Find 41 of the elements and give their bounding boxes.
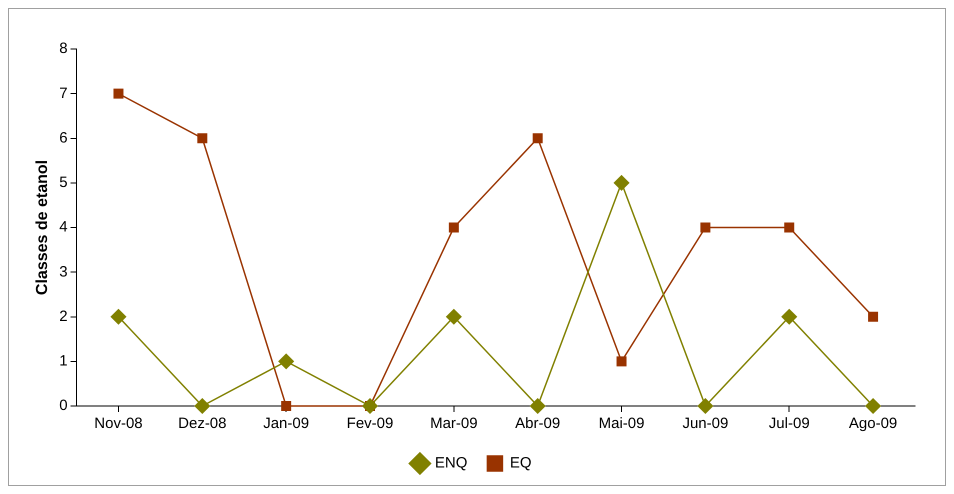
y-axis-title: Classes de etanol xyxy=(34,160,52,296)
point xyxy=(868,312,878,322)
point xyxy=(281,401,292,411)
y-tick-label: 0 xyxy=(59,397,68,414)
y-tick-label: 1 xyxy=(59,352,68,370)
point xyxy=(530,398,546,414)
legend-label: EQ xyxy=(510,454,532,472)
y-tick-label: 6 xyxy=(59,129,68,146)
y-tick-label: 3 xyxy=(59,263,68,280)
point xyxy=(446,309,462,324)
x-tick-label: Jan-09 xyxy=(263,415,310,432)
point xyxy=(362,398,378,414)
point xyxy=(532,133,543,144)
x-tick-label: Jun-09 xyxy=(682,415,728,432)
point xyxy=(278,354,294,370)
y-tick-label: 8 xyxy=(59,40,68,58)
point xyxy=(614,175,630,191)
point xyxy=(448,222,459,232)
point xyxy=(113,88,124,99)
x-tick-label: Mar-09 xyxy=(430,415,478,432)
point xyxy=(781,309,797,324)
y-tick-label: 4 xyxy=(59,218,68,236)
x-tick-label: Mai-09 xyxy=(598,415,644,432)
point xyxy=(784,222,794,232)
y-tick-label: 2 xyxy=(59,308,68,325)
x-tick-label: Jul-09 xyxy=(768,415,810,432)
y-tick-label: 7 xyxy=(59,84,68,102)
legend-label: ENQ xyxy=(434,454,468,472)
point xyxy=(700,222,710,232)
point xyxy=(865,398,881,414)
x-tick-label: Nov-08 xyxy=(94,415,143,432)
y-tick-label: 5 xyxy=(59,174,68,192)
x-tick-label: Fev-09 xyxy=(346,415,394,432)
point xyxy=(194,398,210,414)
point xyxy=(616,356,627,366)
x-tick-label: Dez-08 xyxy=(178,415,226,432)
x-tick-label: Ago-09 xyxy=(848,415,898,432)
point xyxy=(197,133,208,144)
x-tick-label: Abr-09 xyxy=(515,415,560,432)
point xyxy=(698,398,714,414)
point xyxy=(110,309,126,324)
